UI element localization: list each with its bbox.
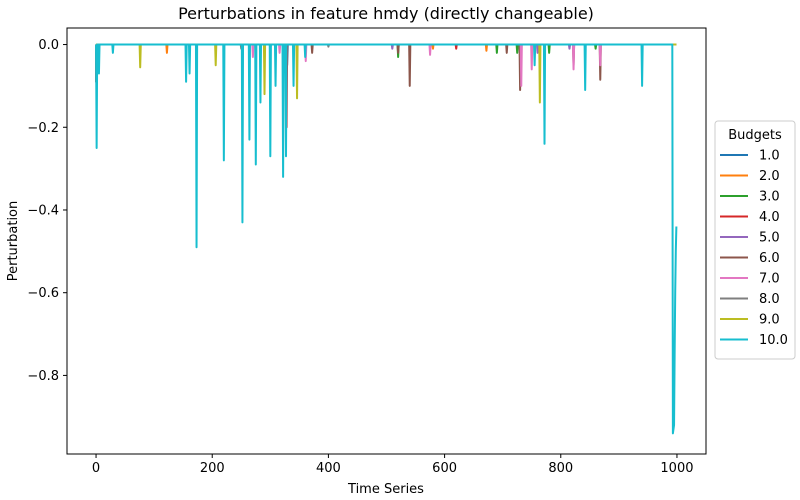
legend-entry-1.0: 1.0 — [759, 149, 780, 164]
x-tick-label: 200 — [200, 461, 225, 476]
legend-title: Budgets — [728, 128, 782, 143]
legend-entry-4.0: 4.0 — [759, 210, 780, 225]
legend-entry-2.0: 2.0 — [759, 169, 780, 184]
series-line-1.0 — [95, 43, 677, 67]
series-line-7.0 — [95, 43, 677, 87]
x-axis-label: Time Series — [347, 482, 424, 497]
x-tick-label: 600 — [432, 461, 457, 476]
legend-entry-7.0: 7.0 — [759, 272, 780, 287]
legend-entry-8.0: 8.0 — [759, 292, 780, 307]
legend: Budgets 1.0 2.0 3.0 4.0 5.0 6.0 7.0 8.0 9.0 10.0 — [714, 120, 796, 360]
series-line-6.0 — [95, 43, 677, 92]
plot-area — [95, 43, 678, 435]
x-tick-label: 0 — [92, 461, 100, 476]
series-line-4.0 — [96, 43, 677, 129]
legend-entry-5.0: 5.0 — [759, 231, 780, 246]
series-line-5.0 — [96, 43, 677, 54]
x-tick-label: 800 — [548, 461, 573, 476]
y-axis-label: Perturbation — [6, 201, 21, 282]
series-line-2.0 — [96, 43, 677, 54]
y-tick-label: −0.6 — [27, 286, 59, 301]
y-tick-label: 0.0 — [38, 38, 59, 53]
x-tick-label: 400 — [316, 461, 341, 476]
legend-entry-3.0: 3.0 — [759, 190, 780, 205]
axis-ticks: 0 200 400 600 800 1000 0.0 −0.2 −0.4 −0.6 −0.8 — [27, 38, 693, 476]
chart-title: Perturbations in feature hmdy (directly … — [178, 4, 594, 23]
plot-frame — [66, 27, 707, 455]
y-tick-label: −0.2 — [27, 121, 59, 136]
series-line-10.0 — [95, 43, 678, 435]
legend-entry-10.0: 10.0 — [759, 333, 788, 348]
legend-box — [714, 120, 796, 360]
y-tick-label: −0.8 — [27, 369, 59, 384]
series-line-3.0 — [96, 43, 677, 58]
y-tick-label: −0.4 — [27, 203, 59, 218]
legend-entry-9.0: 9.0 — [759, 313, 780, 328]
legend-entry-6.0: 6.0 — [759, 251, 780, 266]
x-tick-label: 1000 — [660, 461, 693, 476]
series-line-9.0 — [96, 43, 677, 104]
